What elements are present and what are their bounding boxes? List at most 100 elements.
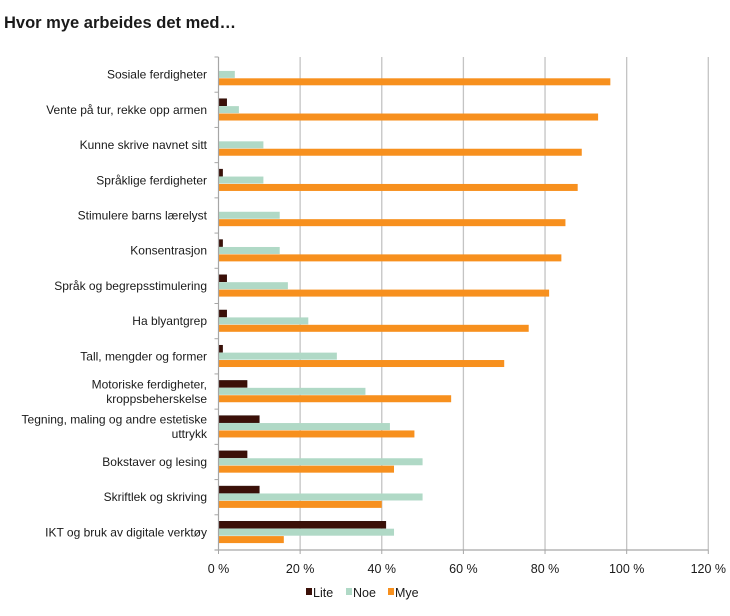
bar-lite — [218, 344, 223, 353]
category-label-line: Sosiale ferdigheter — [107, 68, 207, 82]
category-label: Konsentrasjon — [130, 244, 207, 258]
bar-mye — [218, 465, 395, 473]
bar-noe — [218, 528, 395, 536]
x-tick-label: 100 % — [609, 562, 644, 576]
bar-mye — [218, 430, 415, 438]
category-bar-group — [218, 98, 599, 121]
bar-lite — [218, 415, 260, 423]
chart-title: Hvor mye arbeides det med… — [4, 14, 236, 32]
bar-mye — [218, 78, 611, 86]
category-label-line: Konsentrasjon — [130, 244, 207, 258]
legend-swatch — [388, 588, 394, 595]
category-label-line: Motoriske ferdigheter, — [92, 377, 207, 391]
bar-mye — [218, 183, 578, 191]
category-bar-group — [218, 380, 452, 403]
category-label: Sosiale ferdigheter — [107, 68, 207, 82]
category-label: Kunne skrive navnet sitt — [80, 138, 208, 152]
bar-mye — [218, 113, 599, 121]
bar-lite — [218, 450, 248, 459]
category-bar-group — [218, 70, 611, 86]
category-label: Vente på tur, rekke opp armen — [46, 103, 207, 117]
bar-noe — [218, 282, 288, 290]
legend-swatch — [346, 588, 352, 595]
bar-lite — [218, 309, 227, 318]
bar-lite — [218, 521, 387, 529]
bar-lite — [218, 168, 223, 177]
bar-lite — [218, 485, 260, 494]
x-tick-label: 20 % — [286, 562, 315, 576]
category-label-line: Bokstaver og lesing — [102, 455, 207, 469]
x-tick-labels: 0 % 20 % 40 % 60 % 80 % 100 % 120 % — [208, 562, 726, 576]
category-label-line: Språk og begrepsstimulering — [54, 279, 207, 293]
category-label-line: Språklige ferdigheter — [96, 173, 207, 187]
category-bar-group — [218, 309, 529, 332]
category-label: Språklige ferdigheter — [96, 173, 207, 187]
legend-item-mye: Mye — [388, 586, 419, 600]
bar-noe — [218, 317, 309, 325]
category-label-line: Vente på tur, rekke opp armen — [46, 103, 207, 117]
category-label: Tall, mengder og former — [80, 349, 207, 363]
category-bar-group — [218, 168, 578, 191]
bar-noe — [218, 493, 423, 501]
bar-noe — [218, 246, 280, 254]
category-bar-group — [218, 239, 562, 262]
bar-mye — [218, 254, 562, 262]
category-bar-group — [218, 485, 423, 508]
category-label-line: uttrykk — [172, 427, 208, 441]
x-tick-label: 40 % — [368, 562, 397, 576]
legend-label: Lite — [313, 586, 333, 600]
category-label-line: kroppsbeherskelse — [106, 392, 207, 406]
x-tick-label: 120 % — [691, 562, 726, 576]
bar-noe — [218, 458, 423, 466]
category-bar-group — [218, 450, 423, 473]
x-tick-label: 0 % — [208, 562, 230, 576]
category-label-line: IKT og bruk av digitale verktøy — [45, 525, 207, 539]
category-bar-group — [218, 415, 415, 438]
legend-label: Mye — [395, 586, 419, 600]
bar-mye — [218, 360, 505, 368]
bar-noe — [218, 176, 264, 184]
legend-swatch — [306, 588, 312, 595]
category-bar-group — [218, 274, 550, 297]
category-label-line: Ha blyantgrep — [132, 314, 207, 328]
category-bar-group — [218, 344, 505, 368]
legend-label: Noe — [353, 586, 376, 600]
bar-lite — [218, 274, 227, 283]
category-label: Språk og begrepsstimulering — [54, 279, 207, 293]
bar-mye — [218, 395, 452, 403]
category-bar-group — [218, 521, 395, 544]
legend-item-lite: Lite — [306, 586, 333, 600]
category-label-line: Tall, mengder og former — [80, 349, 207, 363]
bar-mye — [218, 219, 566, 227]
category-label: Tegning, maling og andre estetiske uttryk… — [22, 413, 208, 442]
bar-lite — [218, 380, 248, 388]
category-label-line: Tegning, maling og andre estetiske — [22, 413, 208, 427]
bar-mye — [218, 289, 550, 297]
bar-mye — [218, 148, 582, 156]
bar-noe — [218, 106, 239, 114]
bar-noe — [218, 141, 264, 149]
bar-noe — [218, 352, 337, 360]
bar-mye — [218, 500, 382, 508]
bar-noe — [218, 211, 280, 219]
bar-noe — [218, 423, 390, 431]
bar-noe — [218, 70, 235, 78]
legend: Lite Noe Mye — [306, 586, 419, 600]
category-bar-group — [218, 211, 566, 227]
bars — [218, 70, 611, 544]
category-label: Skriftlek og skriving — [104, 490, 207, 504]
bar-lite — [218, 239, 223, 247]
bar-mye — [218, 536, 284, 544]
gridlines — [299, 57, 709, 550]
x-tick-label: 80 % — [531, 562, 560, 576]
category-label: Motoriske ferdigheter, kroppsbeherskelse — [92, 377, 208, 406]
legend-item-noe: Noe — [346, 586, 376, 600]
bar-mye — [218, 324, 529, 332]
bar-noe — [218, 387, 366, 395]
category-label-line: Skriftlek og skriving — [104, 490, 207, 504]
category-label-line: Kunne skrive navnet sitt — [80, 138, 208, 152]
category-label: IKT og bruk av digitale verktøy — [45, 525, 207, 539]
category-label: Ha blyantgrep — [132, 314, 207, 328]
category-label-line: Stimulere barns lærelyst — [78, 208, 208, 222]
